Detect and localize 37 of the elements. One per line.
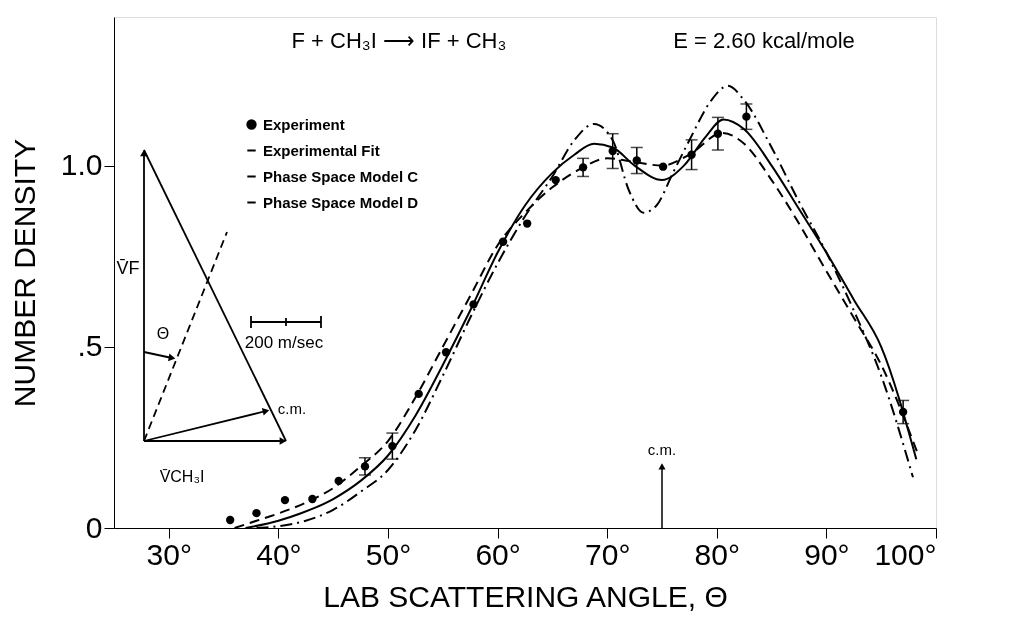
legend-label: Phase Space Model C bbox=[263, 167, 419, 185]
x-axis-title: LAB SCATTERING ANGLE, Θ bbox=[323, 579, 728, 613]
point bbox=[308, 494, 317, 504]
point bbox=[469, 300, 478, 309]
point bbox=[658, 162, 668, 171]
annotation: 200 m/sec bbox=[244, 333, 324, 352]
x-tick-label: 90° bbox=[804, 537, 850, 571]
x-tick-label: 60° bbox=[475, 537, 521, 571]
legend-label: Experimental Fit bbox=[263, 141, 380, 159]
x-tick-label: 40° bbox=[256, 537, 302, 571]
point bbox=[414, 389, 423, 399]
y-tick-label: .5 bbox=[77, 329, 103, 363]
legend-label: Phase Space Model D bbox=[263, 193, 419, 211]
point bbox=[225, 515, 235, 525]
annotation: c.m. bbox=[647, 441, 677, 459]
point bbox=[252, 508, 261, 518]
point bbox=[334, 476, 343, 486]
point bbox=[280, 495, 290, 505]
point bbox=[523, 219, 532, 228]
point bbox=[551, 175, 560, 185]
annotation: Θ bbox=[156, 325, 170, 342]
x-tick-label: 80° bbox=[694, 537, 740, 571]
point bbox=[441, 348, 451, 357]
annotation: c.m. bbox=[277, 400, 307, 417]
y-tick-label: 0 bbox=[85, 510, 103, 544]
x-tick-label: 70° bbox=[585, 537, 631, 571]
legend-label: Experiment bbox=[263, 115, 345, 133]
point bbox=[498, 237, 508, 246]
x-tick-label: 100° bbox=[874, 537, 937, 571]
annotation: V̄F bbox=[116, 258, 140, 278]
annotation: F + CH₃I ⟶ IF + CH₃ bbox=[291, 28, 507, 53]
annotation: E = 2.60 kcal/mole bbox=[673, 28, 855, 53]
x-tick-label: 50° bbox=[365, 537, 412, 571]
x-tick-label: 30° bbox=[146, 537, 192, 571]
y-tick-label: 1.0 bbox=[60, 148, 103, 182]
y-axis-title: NUMBER DENSITY bbox=[7, 138, 41, 408]
annotation: V̄CH₃I bbox=[159, 468, 205, 485]
